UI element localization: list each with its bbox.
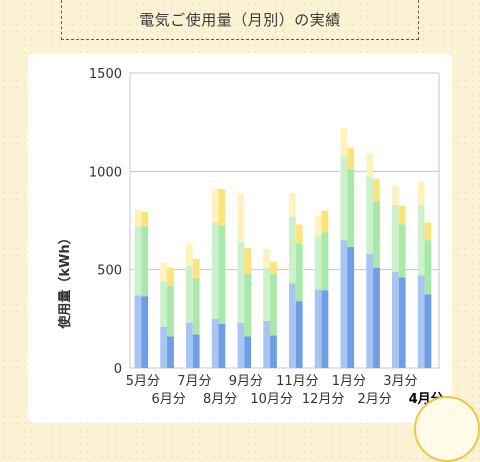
current-year-bar-segment-1 — [321, 290, 329, 368]
y-tick-label: 0 — [114, 362, 122, 377]
previous-year-bar-segment-1 — [392, 271, 399, 368]
current-year-bar-segment-1 — [192, 334, 200, 368]
x-tick-label: 2月分 — [357, 392, 391, 407]
previous-year-bar-segment-3 — [392, 186, 399, 205]
current-year-bar-segment-1 — [167, 336, 174, 368]
current-month-badge — [414, 396, 480, 462]
current-year-bar-segment-1 — [398, 277, 406, 368]
current-year-bar-segment-2 — [321, 232, 329, 291]
current-year-bar-segment-1 — [270, 335, 277, 368]
y-tick-label: 1000 — [89, 165, 122, 180]
previous-year-bar-segment-2 — [211, 222, 219, 319]
previous-year-bar-segment-3 — [340, 128, 348, 156]
usage-chart: 0 500 1000 1500 5月分 6月分 7月分 8月分 9月分 10月分 11月分 12月分 1… — [57, 67, 444, 407]
previous-year-bar-segment-2 — [314, 236, 322, 290]
current-year-bar-segment-3 — [141, 211, 149, 227]
current-year-bar-segment-3 — [167, 267, 174, 286]
current-year-bar-segment-3 — [347, 147, 355, 170]
current-year-bar-segment-2 — [192, 278, 200, 335]
current-year-bar-segment-3 — [373, 179, 380, 201]
current-year-bar-segment-2 — [295, 243, 303, 302]
previous-year-bar-segment-2 — [263, 267, 271, 321]
previous-year-bar-segment-3 — [263, 249, 271, 268]
x-tick-label: 1月分 — [332, 374, 366, 389]
previous-year-bar-segment-2 — [289, 216, 296, 284]
previous-year-bar-segment-2 — [340, 155, 348, 241]
x-tick-label: 11月分 — [276, 374, 319, 389]
previous-year-bar-segment-3 — [366, 153, 374, 178]
previous-year-bar-segment-1 — [289, 283, 296, 368]
axes: 0 500 1000 1500 5月分 6月分 7月分 8月分 9月分 10月分 11月分 12月分 1… — [89, 67, 444, 407]
current-year-bar-segment-3 — [398, 205, 406, 225]
previous-year-bar-segment-3 — [417, 182, 425, 205]
current-year-bar-segment-1 — [244, 336, 252, 368]
previous-year-bar-segment-1 — [211, 318, 219, 368]
previous-year-bar-segment-3 — [186, 244, 193, 266]
x-tick-label: 8月分 — [203, 392, 237, 407]
bars — [134, 128, 432, 368]
previous-year-bar-segment-2 — [366, 177, 374, 254]
previous-year-bar-segment-1 — [340, 240, 348, 368]
previous-year-bar-segment-2 — [392, 204, 399, 272]
previous-year-bar-segment-3 — [160, 262, 168, 282]
current-year-bar-segment-3 — [295, 224, 303, 244]
current-year-bar-segment-2 — [244, 273, 252, 337]
previous-year-bar-segment-3 — [314, 215, 322, 237]
x-tick-label: 5月分 — [126, 374, 160, 389]
previous-year-bar-segment-1 — [314, 289, 322, 368]
x-tick-label: 9月分 — [229, 374, 263, 389]
current-year-bar-segment-3 — [424, 222, 432, 241]
current-year-bar-segment-3 — [244, 248, 252, 274]
x-tick-label: 10月分 — [250, 392, 293, 407]
current-year-bar-segment-1 — [347, 247, 355, 368]
current-year-bar-segment-1 — [295, 301, 303, 368]
previous-year-bar-segment-2 — [186, 265, 193, 323]
chart-title: 電気ご使用量（月別）の実績 — [139, 11, 341, 29]
current-year-bar-segment-1 — [424, 294, 432, 368]
previous-year-bar-segment-3 — [237, 193, 245, 243]
current-year-bar-segment-3 — [218, 189, 226, 226]
current-year-bar-segment-1 — [373, 267, 380, 368]
previous-year-bar-segment-3 — [289, 192, 296, 217]
current-year-bar-segment-2 — [347, 169, 355, 248]
x-tick-label: 6月分 — [151, 392, 185, 407]
current-year-bar-segment-2 — [167, 285, 174, 337]
current-year-bar-segment-3 — [321, 210, 329, 233]
chart-panel: 0 500 1000 1500 5月分 6月分 7月分 8月分 9月分 10月分 11月分 12月分 1… — [28, 53, 452, 423]
current-year-bar-segment-2 — [398, 224, 406, 278]
y-tick-label: 1500 — [89, 67, 122, 82]
x-tick-label: 7月分 — [177, 374, 211, 389]
current-year-bar-segment-2 — [141, 226, 149, 297]
previous-year-bar-segment-1 — [134, 295, 142, 368]
current-year-bar-segment-2 — [218, 225, 226, 324]
title-box: 電気ご使用量（月別）の実績 — [61, 0, 419, 40]
current-year-bar-segment-3 — [192, 258, 200, 279]
previous-year-bar-segment-1 — [186, 322, 193, 368]
grid-lines — [129, 72, 440, 369]
previous-year-bar-segment-2 — [134, 226, 142, 296]
previous-year-bar-segment-1 — [160, 326, 168, 368]
current-year-bar-segment-1 — [218, 323, 226, 368]
x-tick-label: 12月分 — [302, 392, 345, 407]
previous-year-bar-segment-1 — [237, 322, 245, 368]
previous-year-bar-segment-1 — [366, 253, 374, 368]
previous-year-bar-segment-2 — [237, 242, 245, 323]
previous-year-bar-segment-3 — [134, 209, 142, 227]
current-year-bar-segment-2 — [373, 200, 380, 268]
y-tick-label: 500 — [97, 264, 122, 279]
previous-year-bar-segment-2 — [417, 204, 425, 276]
previous-year-bar-segment-1 — [263, 320, 271, 368]
x-tick-label: 3月分 — [383, 374, 417, 389]
current-year-bar-segment-2 — [424, 240, 432, 295]
previous-year-bar-segment-3 — [211, 189, 219, 223]
y-axis-label: 使用量（kWh） — [57, 231, 73, 329]
previous-year-bar-segment-2 — [160, 281, 168, 327]
previous-year-bar-segment-1 — [417, 275, 425, 368]
current-year-bar-segment-2 — [270, 273, 277, 336]
current-year-bar-segment-3 — [270, 261, 277, 274]
current-year-bar-segment-1 — [141, 296, 149, 368]
